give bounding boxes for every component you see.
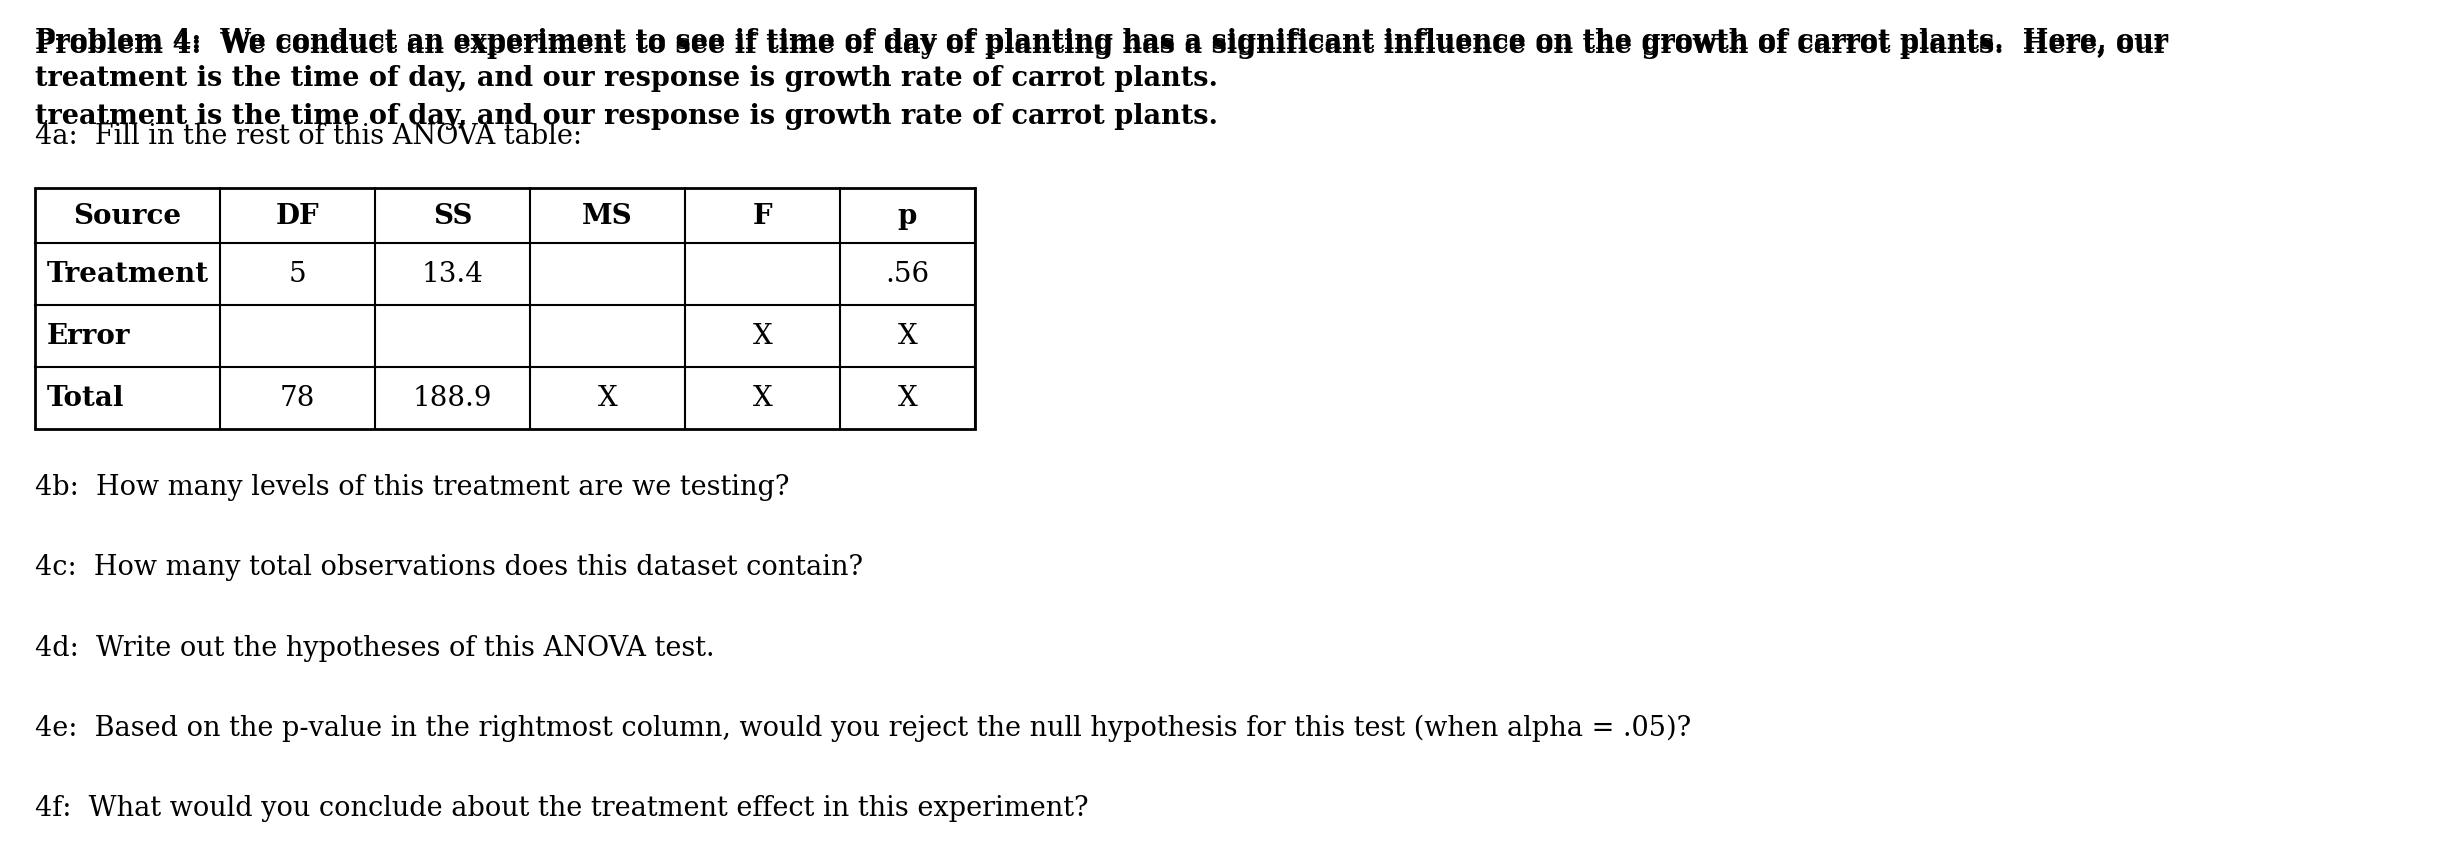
Text: 13.4: 13.4 [421, 261, 483, 288]
Text: 4c:  How many total observations does this dataset contain?: 4c: How many total observations does thi… [34, 554, 864, 580]
Text: 4d:  Write out the hypotheses of this ANOVA test.: 4d: Write out the hypotheses of this ANO… [34, 634, 714, 661]
Text: 4b:  How many levels of this treatment are we testing?: 4b: How many levels of this treatment ar… [34, 474, 790, 500]
Text: Treatment: Treatment [47, 261, 209, 288]
Text: 5: 5 [288, 261, 305, 288]
Text: treatment is the time of day, and our response is growth rate of carrot plants.: treatment is the time of day, and our re… [34, 65, 1219, 91]
Text: 78: 78 [281, 385, 315, 412]
Text: .56: .56 [886, 261, 931, 288]
Text: DF: DF [276, 202, 320, 230]
Bar [34, 189, 975, 430]
Text: X: X [753, 323, 773, 350]
Text: 4e:  Based on the p-value in the rightmost column, would you reject the null hyp: 4e: Based on the p-value in the rightmos… [34, 715, 1691, 741]
Text: SS: SS [433, 202, 473, 230]
Text: Source: Source [74, 202, 182, 230]
Text: X: X [598, 385, 618, 412]
Text: Total: Total [47, 385, 126, 412]
Text: 4a:  Fill in the rest of this ANOVA table:: 4a: Fill in the rest of this ANOVA table… [34, 123, 581, 150]
Text: 188.9: 188.9 [414, 385, 492, 412]
Text: p: p [899, 202, 918, 230]
Text: X: X [899, 385, 918, 412]
Text: F: F [753, 202, 773, 230]
Text: X: X [899, 323, 918, 350]
Text: 4f:  What would you conclude about the treatment effect in this experiment?: 4f: What would you conclude about the tr… [34, 795, 1088, 821]
Text: Error: Error [47, 323, 130, 350]
Text: Problem 4:  We conduct an experiment to see if time of day of planting has a sig: Problem 4: We conduct an experiment to s… [34, 28, 2169, 55]
Text: X: X [753, 385, 773, 412]
Text: treatment is the time of day, and our response is growth rate of carrot plants.: treatment is the time of day, and our re… [34, 102, 1219, 130]
Text: Problem 4:  We conduct an experiment to see if time of day of planting has a sig: Problem 4: We conduct an experiment to s… [34, 32, 2169, 59]
Text: MS: MS [581, 202, 633, 230]
